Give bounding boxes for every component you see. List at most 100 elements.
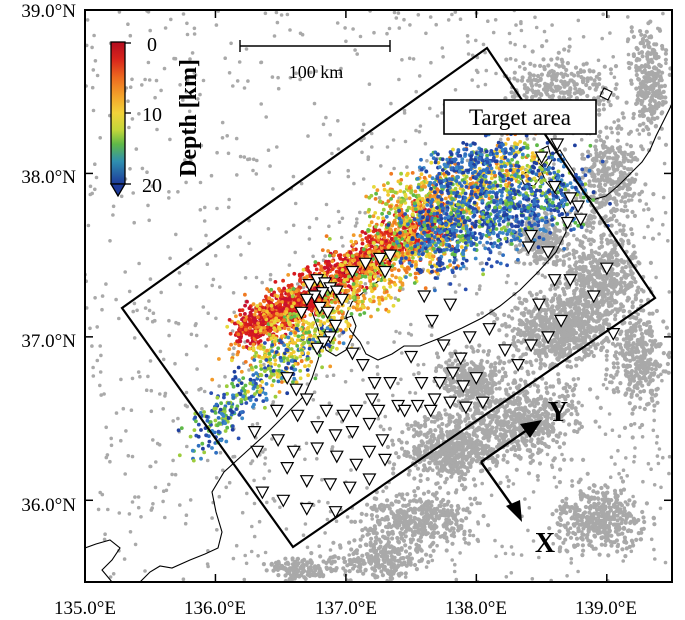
background-event [391, 466, 396, 471]
background-event [433, 428, 438, 433]
background-event [411, 57, 416, 61]
background-event [185, 32, 190, 37]
background-event [589, 252, 594, 257]
background-event [576, 569, 580, 574]
background-event [256, 554, 260, 558]
background-event [567, 251, 572, 256]
background-event [91, 365, 95, 370]
background-event [625, 474, 629, 478]
background-event [274, 10, 279, 15]
background-event [655, 454, 660, 458]
background-event [594, 273, 600, 278]
background-event [136, 505, 141, 510]
background-event [661, 351, 666, 356]
background-event [119, 377, 123, 382]
background-event [588, 229, 593, 234]
background-event [539, 92, 544, 98]
background-event [465, 34, 470, 38]
background-event [263, 456, 268, 460]
background-event [608, 539, 613, 544]
background-event [413, 493, 418, 498]
background-event [591, 489, 596, 494]
background-event [650, 236, 656, 241]
background-event [422, 525, 427, 530]
background-event [94, 175, 99, 180]
background-event [456, 469, 461, 474]
background-event [299, 181, 304, 186]
background-event [569, 457, 574, 462]
background-event [561, 74, 566, 79]
background-event [307, 237, 312, 241]
background-event [600, 325, 606, 330]
background-event [572, 429, 577, 434]
background-event [473, 483, 478, 488]
background-event [399, 440, 404, 445]
background-event [326, 500, 330, 505]
background-event [275, 20, 280, 25]
background-event [108, 239, 112, 243]
background-event [426, 489, 431, 494]
background-event [579, 424, 585, 429]
background-event [294, 71, 298, 76]
background-event [611, 249, 616, 255]
background-event [181, 577, 186, 581]
background-event [568, 297, 573, 302]
background-event [104, 282, 108, 286]
background-event [638, 396, 643, 401]
background-event [268, 272, 273, 277]
background-event [439, 429, 444, 435]
background-event [145, 316, 150, 321]
background-event [523, 306, 528, 311]
background-event [389, 509, 394, 515]
background-event [432, 493, 437, 498]
background-event [132, 301, 137, 306]
background-event [231, 84, 235, 88]
background-event [244, 47, 249, 51]
background-event [435, 530, 440, 535]
background-event [509, 416, 514, 421]
background-event [579, 287, 584, 292]
background-event [519, 553, 524, 557]
background-event [498, 419, 504, 424]
background-event [298, 77, 302, 82]
background-event [415, 452, 420, 457]
background-event [621, 228, 626, 233]
background-event [520, 75, 525, 80]
background-event [631, 494, 635, 499]
background-event [136, 495, 141, 499]
background-event [576, 18, 581, 23]
background-event [606, 339, 611, 344]
background-event [437, 485, 443, 490]
background-event [560, 307, 565, 312]
background-event [140, 166, 145, 171]
background-event [401, 538, 407, 543]
background-event [478, 261, 483, 266]
background-event [538, 406, 543, 411]
background-event [368, 527, 373, 533]
background-event [265, 500, 269, 505]
background-event [394, 524, 399, 529]
background-event [573, 419, 579, 424]
background-event [159, 88, 163, 93]
background-event [572, 82, 577, 88]
background-event [307, 225, 312, 230]
background-event [439, 465, 444, 470]
background-event [622, 508, 627, 514]
background-event [607, 273, 612, 278]
background-event [511, 353, 516, 358]
background-event [573, 406, 578, 411]
background-event [293, 250, 298, 255]
background-event [336, 119, 340, 123]
background-event [450, 558, 455, 562]
background-event [184, 180, 188, 185]
background-event [181, 12, 186, 16]
background-event [462, 441, 467, 446]
background-event [421, 468, 426, 473]
background-event [95, 73, 100, 78]
background-event [221, 468, 225, 473]
background-event [580, 152, 585, 157]
background-event [288, 75, 293, 80]
background-event [615, 309, 620, 314]
background-event [589, 350, 594, 355]
background-event [331, 373, 336, 378]
